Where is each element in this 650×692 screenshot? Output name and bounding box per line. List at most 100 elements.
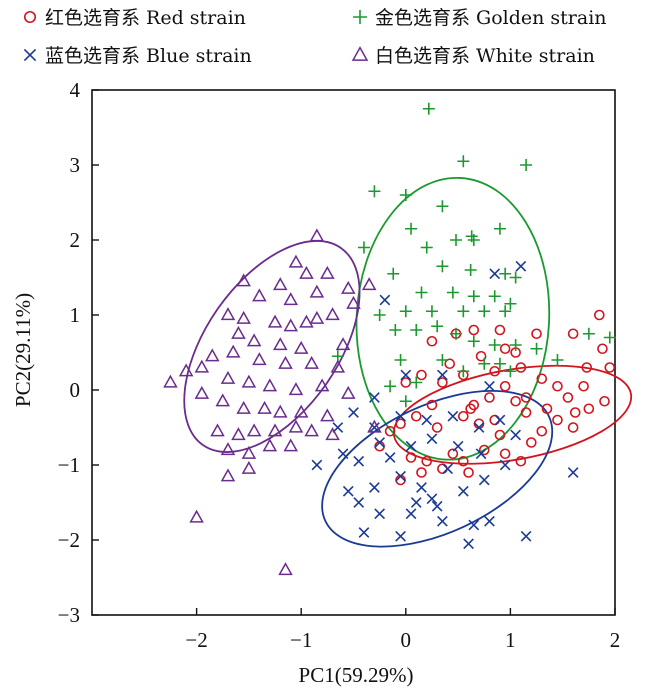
data-point-series-3 bbox=[309, 284, 325, 298]
legend-marker-series-0 bbox=[23, 10, 37, 24]
data-point-series-3 bbox=[299, 265, 314, 279]
data-point-series-1 bbox=[467, 290, 480, 303]
data-point-series-0 bbox=[395, 418, 406, 430]
data-point-series-1 bbox=[384, 380, 397, 393]
data-point-series-2 bbox=[484, 515, 495, 527]
data-point-series-3 bbox=[304, 355, 319, 369]
data-point-series-3 bbox=[215, 393, 231, 407]
data-point-series-3 bbox=[288, 419, 304, 433]
data-point-series-3 bbox=[220, 468, 236, 482]
data-point-series-2 bbox=[447, 410, 459, 422]
data-point-series-3 bbox=[288, 382, 304, 396]
data-point-series-3 bbox=[178, 363, 194, 377]
y-axis-label: PC2(29.11%) bbox=[11, 293, 35, 407]
data-point-series-0 bbox=[569, 407, 581, 418]
data-point-series-1 bbox=[389, 324, 402, 336]
legend-label-series-1: 金色选育系 Golden strain bbox=[375, 7, 607, 29]
data-point-series-0 bbox=[526, 437, 537, 448]
data-point-series-3 bbox=[267, 423, 283, 437]
data-point-series-1 bbox=[504, 297, 517, 310]
data-point-series-3 bbox=[241, 374, 257, 388]
data-point-series-2 bbox=[353, 497, 365, 508]
legend-marker-series-2 bbox=[23, 48, 37, 62]
data-point-series-0 bbox=[400, 377, 412, 388]
data-point-series-2 bbox=[452, 440, 464, 452]
x-axis-ticks: −2 −1 0 1 2 bbox=[185, 608, 620, 652]
data-point-series-3 bbox=[325, 307, 340, 321]
data-point-series-1 bbox=[478, 357, 491, 370]
data-point-series-1 bbox=[493, 222, 506, 235]
data-point-series-0 bbox=[384, 425, 396, 437]
data-point-series-0 bbox=[578, 380, 589, 392]
data-point-series-2 bbox=[463, 538, 474, 550]
data-point-series-1 bbox=[436, 260, 449, 273]
data-point-series-0 bbox=[405, 452, 417, 463]
data-point-series-2 bbox=[510, 429, 521, 441]
data-point-series-0 bbox=[536, 425, 548, 437]
data-point-series-3 bbox=[236, 400, 251, 414]
data-point-series-3 bbox=[283, 438, 299, 452]
data-point-series-3 bbox=[283, 318, 299, 332]
data-point-series-0 bbox=[431, 422, 443, 433]
data-point-series-1 bbox=[488, 339, 501, 351]
data-point-series-1 bbox=[478, 305, 491, 318]
legend-marker-series-1 bbox=[353, 10, 367, 24]
data-point-series-1 bbox=[493, 357, 506, 370]
x-axis-label: PC1(59.29%) bbox=[299, 663, 414, 687]
ellipse-series-3 bbox=[183, 240, 361, 453]
data-point-series-3 bbox=[205, 348, 220, 362]
data-point-series-1 bbox=[467, 234, 480, 246]
data-point-series-0 bbox=[567, 328, 579, 340]
data-point-series-1 bbox=[450, 327, 463, 340]
data-point-series-1 bbox=[410, 324, 423, 336]
data-point-series-3 bbox=[194, 385, 210, 399]
data-point-series-1 bbox=[436, 200, 449, 213]
data-point-series-3 bbox=[252, 352, 267, 366]
data-point-series-1 bbox=[450, 234, 463, 246]
data-point-series-0 bbox=[499, 380, 511, 392]
data-point-series-0 bbox=[562, 392, 574, 403]
data-point-series-1 bbox=[467, 335, 480, 348]
data-point-series-3 bbox=[257, 400, 272, 414]
data-point-series-2 bbox=[475, 448, 487, 460]
data-point-series-2 bbox=[426, 433, 438, 445]
data-point-series-0 bbox=[499, 343, 511, 355]
data-point-series-2 bbox=[358, 527, 370, 538]
data-point-series-3 bbox=[273, 404, 288, 418]
legend: 红色选育系 Red strain 金色选育系 Golden strain 蓝色选育系… bbox=[23, 7, 607, 67]
y-tick-label: 2 bbox=[70, 228, 81, 252]
data-point-series-1 bbox=[509, 339, 522, 351]
data-point-series-2 bbox=[332, 422, 344, 433]
data-point-series-3 bbox=[320, 265, 335, 279]
data-point-series-3 bbox=[361, 277, 377, 291]
data-point-series-1 bbox=[457, 155, 470, 168]
y-axis-ticks: −3 −2 −1 0 1 2 3 4 bbox=[58, 78, 99, 627]
data-point-series-0 bbox=[499, 448, 511, 460]
data-point-series-0 bbox=[478, 444, 490, 456]
data-points bbox=[163, 102, 616, 576]
data-point-series-0 bbox=[520, 392, 532, 403]
data-point-series-0 bbox=[494, 429, 506, 441]
data-point-series-0 bbox=[515, 455, 527, 467]
data-point-series-1 bbox=[436, 354, 449, 366]
legend-label-series-0: 红色选育系 Red strain bbox=[45, 7, 246, 29]
data-point-series-2 bbox=[421, 414, 433, 426]
y-tick-label: 1 bbox=[70, 303, 81, 327]
x-tick-label: 0 bbox=[401, 628, 412, 652]
data-point-series-1 bbox=[405, 222, 418, 235]
data-point-series-3 bbox=[220, 370, 236, 384]
data-point-series-3 bbox=[262, 438, 278, 452]
data-point-series-0 bbox=[604, 362, 616, 373]
data-point-series-2 bbox=[442, 463, 454, 475]
data-point-series-0 bbox=[594, 309, 605, 321]
data-point-series-2 bbox=[484, 380, 495, 392]
data-point-series-0 bbox=[567, 422, 579, 433]
data-point-series-2 bbox=[410, 497, 422, 508]
data-point-series-0 bbox=[463, 467, 474, 478]
data-point-series-3 bbox=[309, 228, 325, 242]
data-point-series-3 bbox=[278, 562, 293, 576]
data-point-series-2 bbox=[478, 474, 490, 486]
data-point-series-1 bbox=[530, 342, 543, 355]
data-point-series-3 bbox=[241, 445, 257, 459]
